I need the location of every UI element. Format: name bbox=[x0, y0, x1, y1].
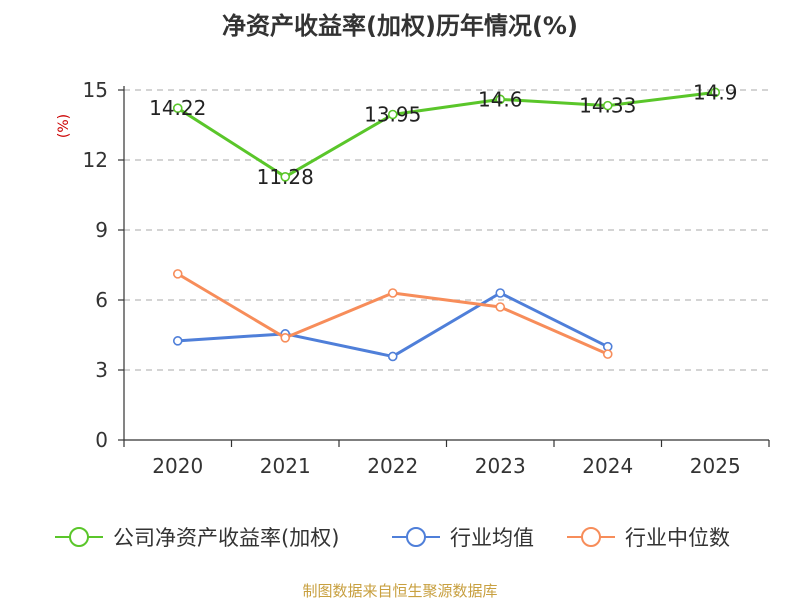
x-tick-label: 2020 bbox=[152, 454, 203, 478]
legend-label: 公司净资产收益率(加权) bbox=[113, 526, 339, 550]
legend-label: 行业中位数 bbox=[625, 526, 730, 550]
x-tick-label: 2024 bbox=[582, 454, 633, 478]
data-point bbox=[387, 109, 398, 120]
data-labels: 14.22 11.28 13.95 14.6 14.33 14.9 bbox=[149, 80, 737, 188]
y-tick-label: 12 bbox=[83, 148, 108, 172]
y-tick-label: 3 bbox=[95, 358, 108, 382]
source-note: 制图数据来自恒生聚源数据库 bbox=[302, 582, 497, 600]
x-tick-label: 2025 bbox=[690, 454, 741, 478]
axes: 0 3 6 9 12 15 2020 2021 2022 2023 2024 2025 bbox=[83, 78, 770, 478]
x-tick-label: 2023 bbox=[475, 454, 526, 478]
data-point bbox=[280, 172, 291, 182]
chart-title: 净资产收益率(加权)历年情况(%) bbox=[222, 12, 578, 40]
x-tick-label: 2021 bbox=[260, 454, 311, 478]
grid-lines bbox=[124, 89, 769, 371]
data-point bbox=[602, 100, 613, 111]
data-point bbox=[172, 103, 183, 113]
data-label: 14.22 bbox=[149, 96, 206, 120]
data-label: 14.6 bbox=[478, 87, 523, 111]
series-line bbox=[176, 90, 716, 179]
legend-label: 行业均值 bbox=[450, 526, 534, 550]
data-point bbox=[495, 302, 506, 312]
y-tick-label: 6 bbox=[95, 288, 108, 312]
data-label: 11.28 bbox=[257, 165, 314, 189]
data-point bbox=[602, 349, 613, 359]
legend-marker bbox=[69, 527, 89, 547]
legend-marker bbox=[581, 527, 601, 547]
data-point bbox=[387, 351, 398, 362]
legend: 公司净资产收益率(加权) 行业均值 行业中位数 bbox=[55, 526, 730, 550]
data-point bbox=[495, 288, 506, 298]
series-lines bbox=[172, 87, 721, 362]
y-tick-label: 15 bbox=[83, 78, 108, 102]
data-label: 14.9 bbox=[693, 80, 738, 104]
data-point bbox=[172, 336, 183, 346]
data-point bbox=[172, 269, 183, 279]
data-point bbox=[710, 87, 721, 98]
data-point bbox=[495, 94, 506, 105]
y-tick-label: 9 bbox=[95, 218, 108, 242]
data-label: 14.33 bbox=[579, 94, 636, 118]
data-point bbox=[280, 332, 291, 343]
y-tick-label: 0 bbox=[95, 428, 108, 452]
legend-marker bbox=[406, 527, 426, 547]
data-point bbox=[387, 288, 398, 298]
y-axis-label: (%) bbox=[56, 114, 72, 138]
data-label: 13.95 bbox=[364, 103, 421, 127]
x-tick-label: 2022 bbox=[367, 454, 418, 478]
